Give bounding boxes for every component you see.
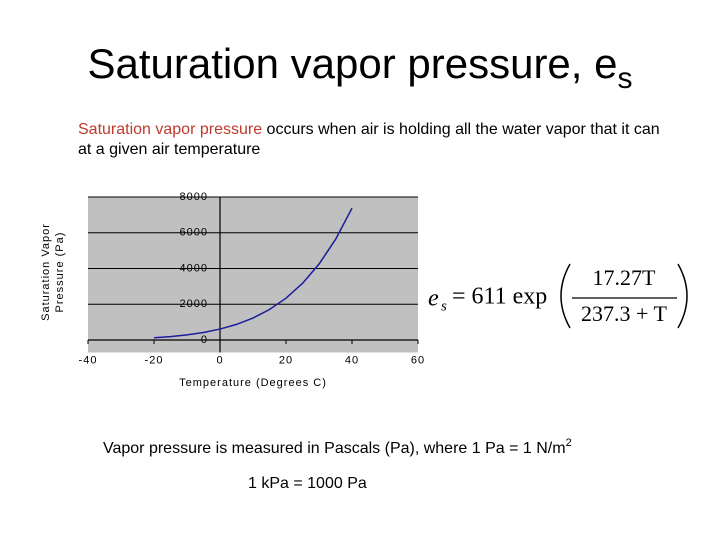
y-tick-label: 2000: [180, 298, 208, 310]
intro-text: Saturation vapor pressure occurs when ai…: [78, 120, 668, 160]
x-tick-label: 0: [216, 354, 223, 366]
data-line: [153, 207, 353, 339]
note-text: Vapor pressure is measured in Pascals (P…: [103, 440, 566, 457]
intro-rest: occurs when air is holding all the water…: [78, 121, 660, 158]
eq-lhs: e: [428, 286, 439, 312]
y-axis-title: Saturation Vapor Pressure (Pa): [40, 223, 66, 321]
paren-right: [677, 263, 688, 329]
x-axis-title: Temperature (Degrees C): [179, 377, 327, 389]
slide-title: Saturation vapor pressure, es: [0, 40, 720, 96]
note-superscript: 2: [565, 437, 572, 449]
eq-numerator: 17.27T: [593, 265, 657, 290]
x-tick-label: -20: [145, 354, 164, 366]
eq-prefix: = 611 exp: [452, 284, 547, 310]
x-tick-label: 20: [279, 354, 293, 366]
eq-denominator: 237.3 + T: [581, 301, 668, 326]
y-tick-label: 6000: [180, 227, 208, 239]
note: Vapor pressure is measured in Pascals (P…: [103, 437, 572, 458]
plot-area: [88, 197, 418, 353]
x-tick-label: 40: [345, 354, 359, 366]
y-tick-label: 4000: [180, 262, 208, 274]
note: 1 kPa = 1000 Pa: [248, 475, 367, 492]
title-subscript: s: [617, 62, 633, 95]
paren-left: [560, 263, 571, 329]
equation: e s = 611 exp 17.27T 237.3 + T: [428, 263, 688, 329]
x-tick-label: -40: [79, 354, 98, 366]
y-tick-label: 8000: [180, 191, 208, 203]
x-tick-label: 60: [411, 354, 425, 366]
eq-lhs-sub: s: [441, 298, 447, 314]
title-text: Saturation vapor pressure, e: [87, 40, 618, 87]
intro-highlight: Saturation vapor pressure: [78, 121, 263, 138]
